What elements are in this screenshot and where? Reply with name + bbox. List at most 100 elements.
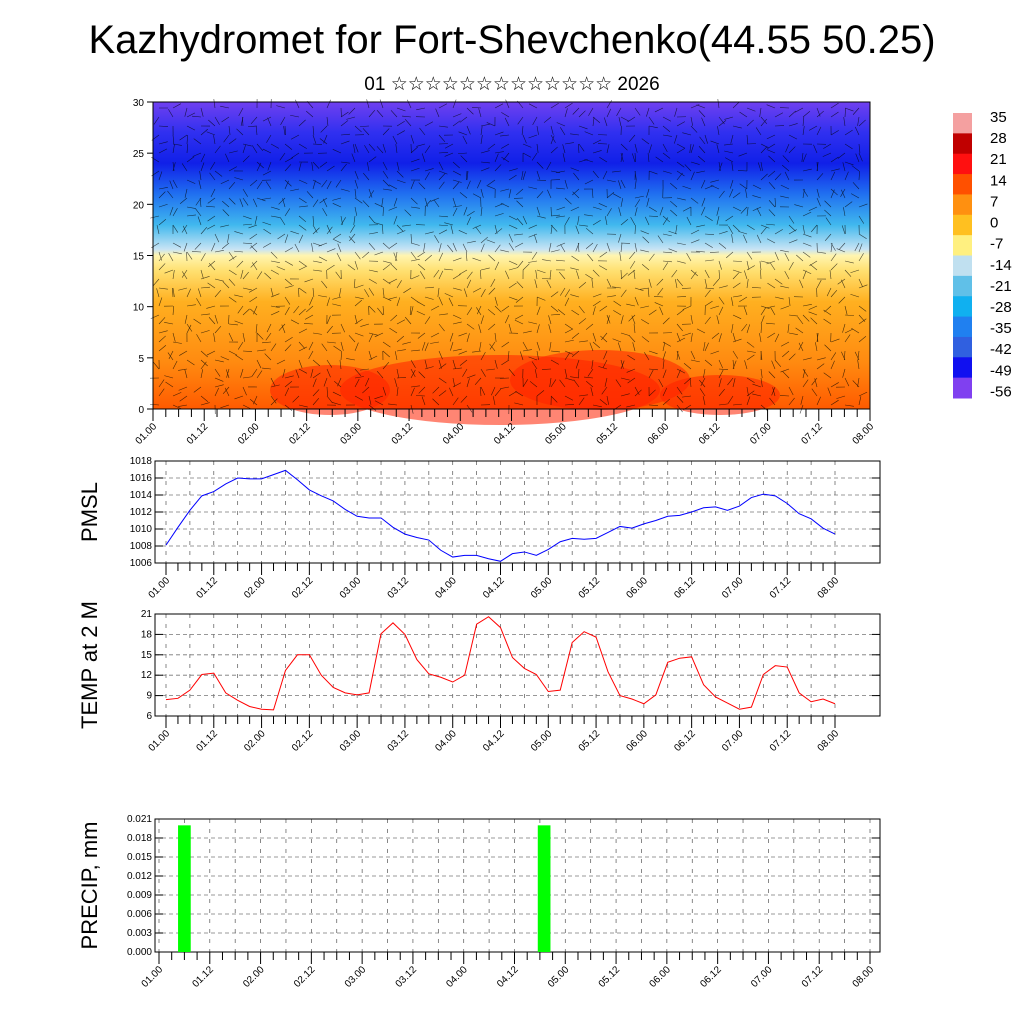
- wind-barb: [500, 188, 510, 192]
- wind-barb: [760, 404, 769, 412]
- wind-barb: [410, 242, 420, 246]
- wind-barb: [348, 107, 356, 115]
- wind-barb: [690, 116, 693, 126]
- wind-barb: [543, 116, 552, 123]
- wind-barb: [410, 258, 420, 262]
- wind-barb: [504, 117, 510, 127]
- wind-barb: [158, 317, 166, 325]
- wind-barb: [172, 392, 182, 397]
- wind-barb: [290, 114, 300, 118]
- wind-barb: [615, 379, 622, 388]
- wind-barb: [332, 296, 342, 300]
- wind-barb: [220, 404, 230, 409]
- wind-barb: [390, 263, 398, 271]
- pmsl-x-tick-label: 03.12: [386, 575, 412, 601]
- colorbar-label: 35: [990, 109, 1007, 126]
- wind-barb: [276, 105, 286, 109]
- heatmap-x-tick-label: 02.00: [236, 421, 262, 447]
- wind-barb: [150, 403, 160, 406]
- wind-barb: [452, 397, 459, 406]
- wind-barb: [587, 253, 594, 262]
- wind-barb: [326, 180, 332, 190]
- pmsl-y-tick-label: 1008: [130, 541, 153, 552]
- wind-barb: [802, 233, 812, 238]
- wind-barb: [644, 352, 650, 361]
- wind-barb: [480, 150, 490, 154]
- wind-barb: [505, 99, 510, 109]
- wind-barb: [404, 118, 412, 127]
- wind-barb: [760, 324, 762, 334]
- precip-x-tick-label: 04.12: [495, 964, 521, 990]
- wind-barb: [152, 278, 160, 287]
- wind-barb: [326, 248, 336, 253]
- wind-barb: [599, 157, 608, 163]
- wind-barb: [788, 146, 796, 154]
- wind-barb: [601, 332, 608, 341]
- wind-barb: [410, 233, 412, 243]
- wind-barb: [797, 316, 804, 325]
- wind-barb: [374, 203, 384, 208]
- wind-barb: [779, 395, 790, 397]
- wind-barb: [718, 285, 728, 289]
- temp-x-tick-label: 03.12: [386, 728, 412, 754]
- pmsl-y-tick-label: 1010: [130, 524, 153, 535]
- wind-barb: [172, 360, 178, 370]
- wind-barb: [326, 99, 331, 109]
- wind-barb: [760, 368, 763, 378]
- wind-barb: [516, 200, 524, 208]
- pmsl-x-tick-label: 08.00: [816, 575, 842, 601]
- precip-y-tick-label: 0.018: [127, 833, 152, 844]
- wind-barb: [377, 307, 384, 316]
- wind-barb: [746, 341, 755, 348]
- wind-barb: [432, 386, 440, 394]
- wind-barb: [732, 125, 742, 129]
- wind-barb: [266, 323, 272, 333]
- wind-barb: [508, 323, 512, 333]
- wind-barb: [270, 384, 280, 388]
- wind-barb: [501, 341, 510, 348]
- wind-barb: [410, 275, 420, 280]
- wind-barb: [214, 250, 224, 253]
- wind-barb: [798, 341, 804, 351]
- colorbar-label: -42: [990, 341, 1012, 358]
- colorbar-label: -56: [990, 383, 1012, 400]
- wind-barb: [326, 226, 333, 235]
- wind-barb: [522, 215, 528, 225]
- wind-barb: [844, 377, 850, 387]
- wind-barb: [256, 181, 263, 190]
- wind-barb: [844, 108, 846, 118]
- wind-barb: [816, 396, 821, 406]
- wind-barb: [172, 287, 175, 297]
- wind-barb: [494, 388, 501, 397]
- wind-barb: [516, 188, 524, 196]
- wind-barb: [562, 144, 566, 154]
- wind-barb: [200, 369, 204, 379]
- wind-barb: [228, 332, 234, 342]
- wind-barb: [802, 111, 811, 118]
- wind-barb: [213, 99, 216, 109]
- wind-barb: [438, 390, 447, 397]
- wind-barb: [179, 134, 188, 141]
- wind-barb: [508, 296, 518, 301]
- wind-barb: [282, 198, 286, 208]
- wind-barb: [603, 117, 608, 127]
- wind-barb: [802, 304, 812, 307]
- wind-barb: [364, 145, 370, 154]
- wind-barb: [766, 260, 776, 265]
- wind-barb: [701, 117, 706, 127]
- wind-barb: [228, 269, 237, 276]
- temp-x-tick-label: 02.12: [290, 728, 316, 754]
- wind-barb: [360, 368, 370, 371]
- pmsl-frame: [154, 460, 881, 564]
- wind-barb: [620, 219, 629, 226]
- wind-barb: [802, 211, 812, 217]
- wind-barb: [156, 288, 160, 298]
- wind-barb: [452, 113, 462, 118]
- wind-barb: [410, 349, 420, 352]
- wind-barb: [851, 193, 860, 199]
- wind-barb: [332, 197, 342, 201]
- wind-barb: [200, 330, 210, 334]
- wind-barb: [374, 395, 384, 400]
- wind-barb: [550, 225, 553, 235]
